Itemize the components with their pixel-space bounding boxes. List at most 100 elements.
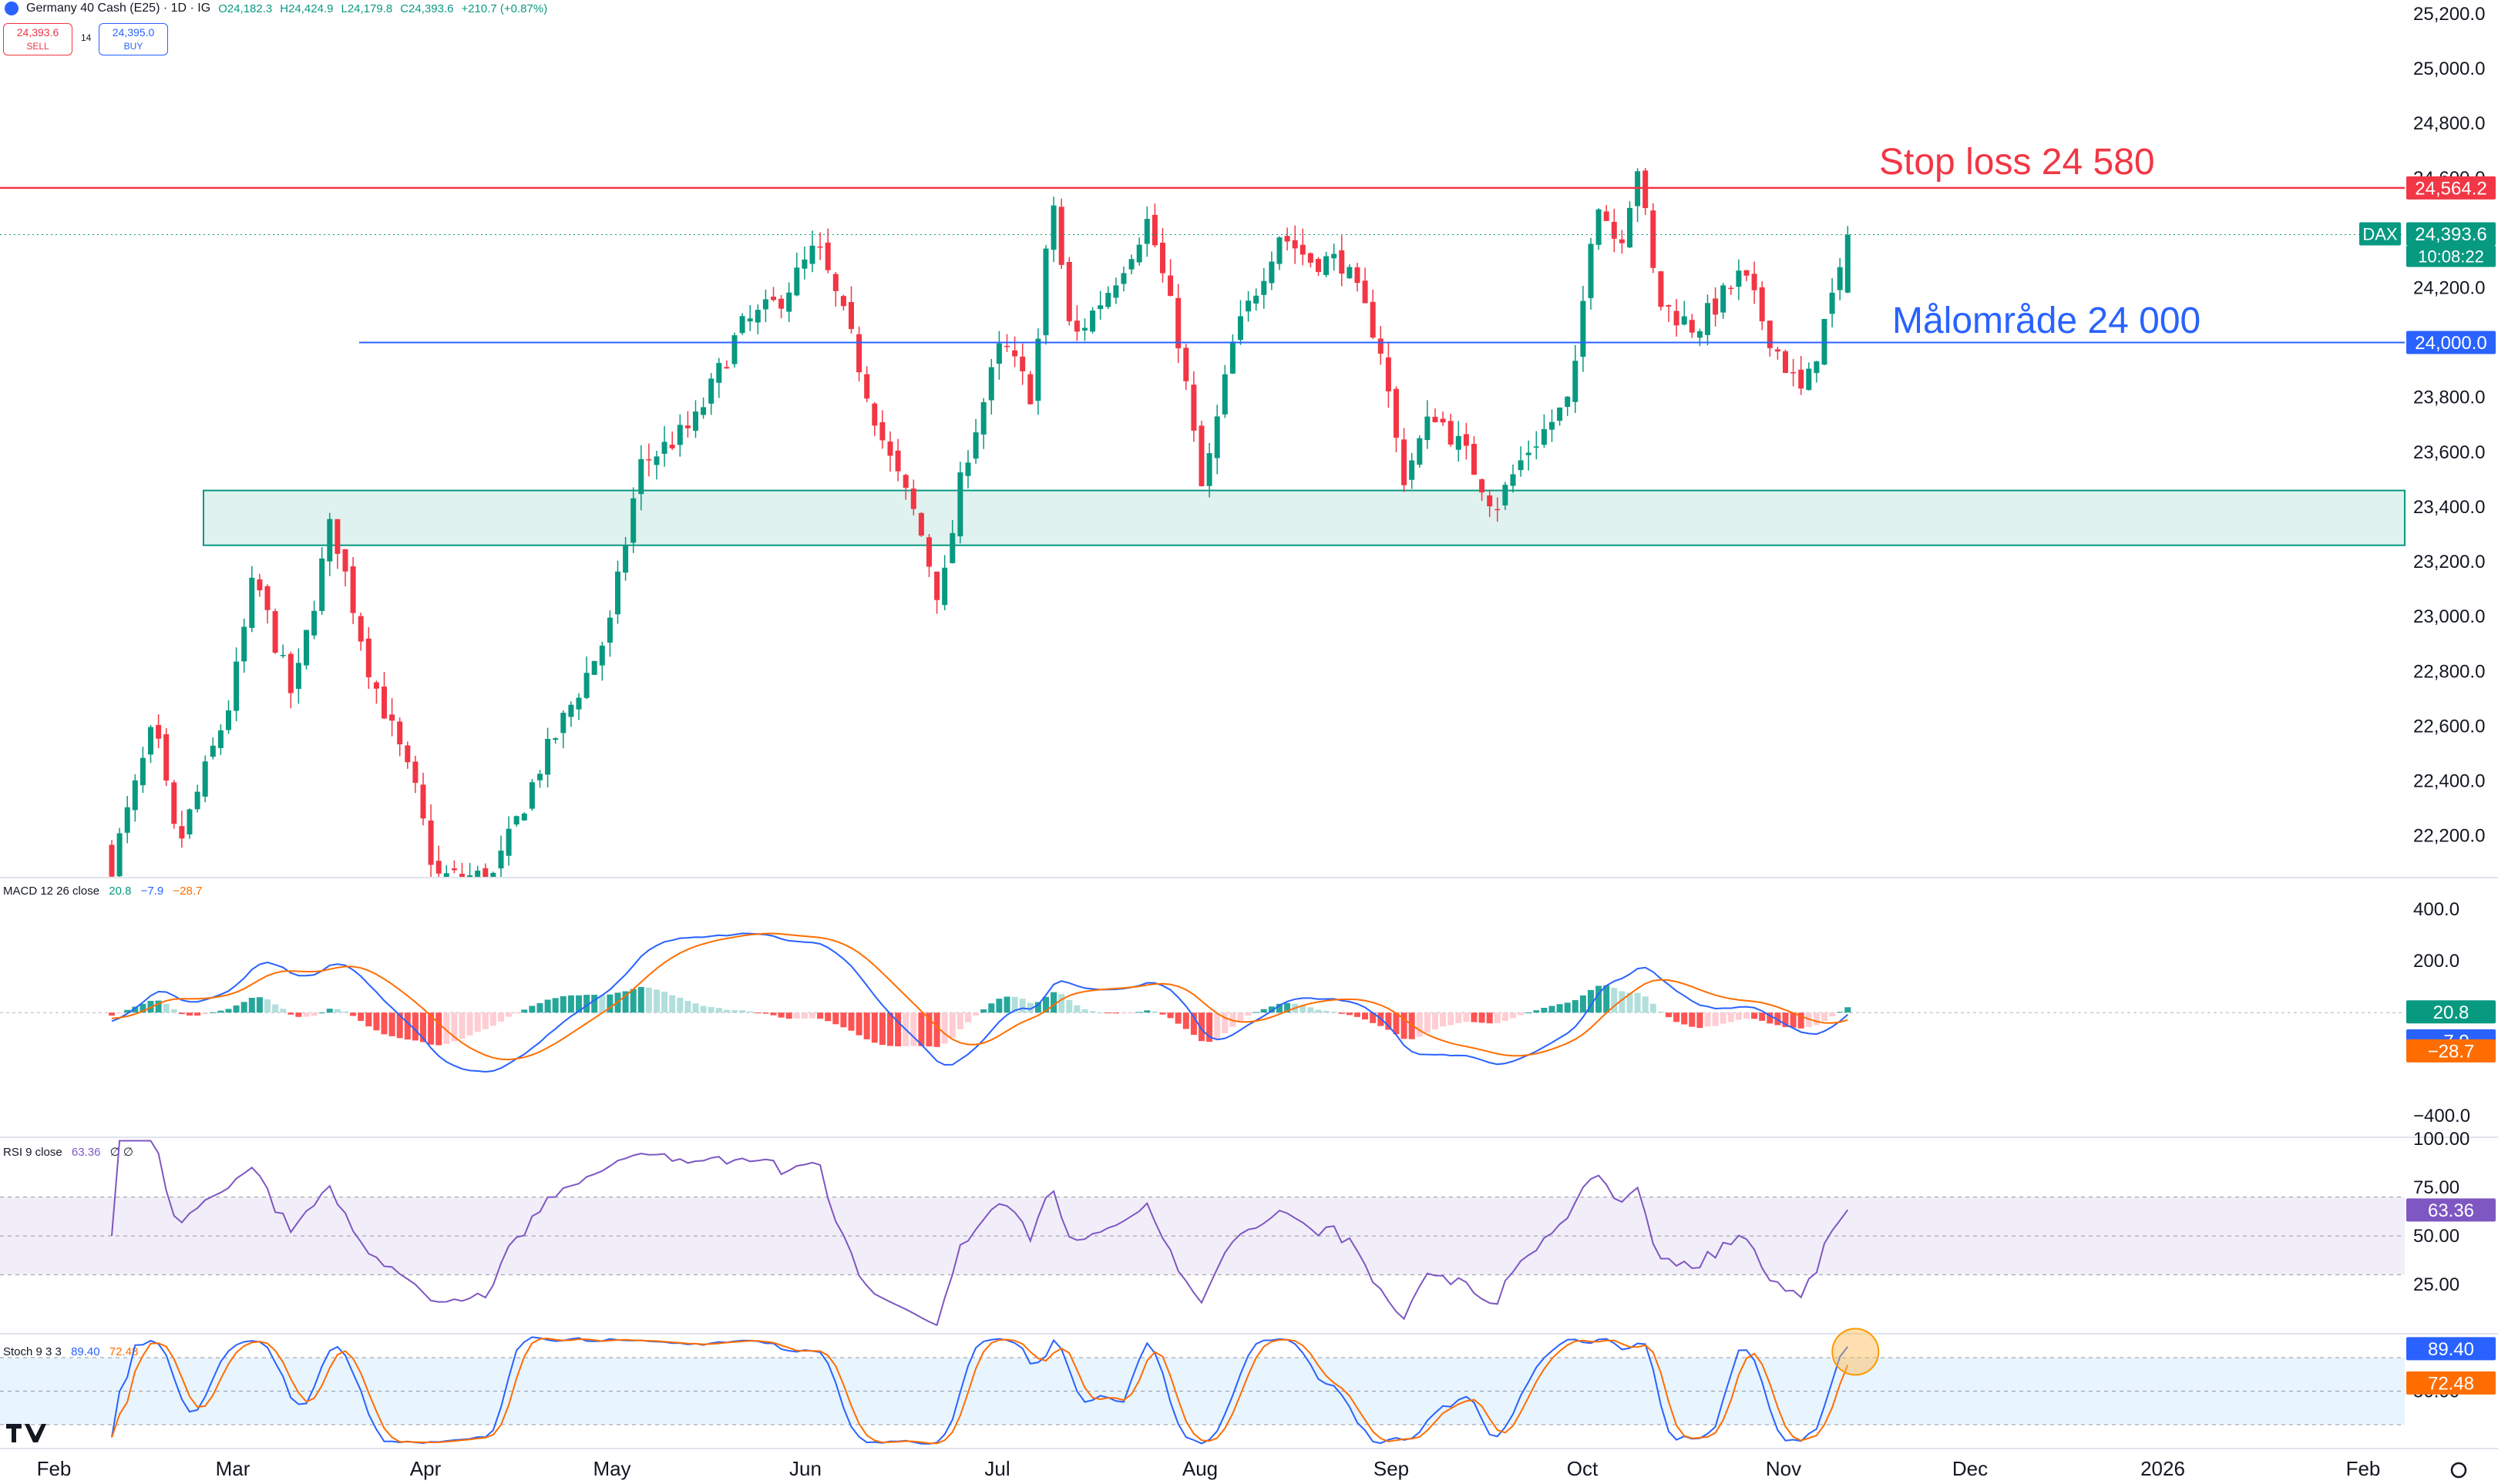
macd-legend[interactable]: MACD 12 26 close 20.8 −7.9 −28.7 xyxy=(3,885,202,898)
macd-hist-bar xyxy=(1478,1012,1485,1023)
candle-body xyxy=(926,537,932,567)
macd-hist-bar xyxy=(1315,1009,1322,1013)
time-axis-label: Feb xyxy=(2346,1457,2381,1480)
candle-body xyxy=(1774,349,1780,352)
candle-body xyxy=(825,242,831,270)
candle-body xyxy=(124,807,130,833)
macd-signal-badge: −28.7 xyxy=(2428,1041,2475,1062)
candle-body xyxy=(1284,236,1290,242)
macd-hist-bar xyxy=(1144,1010,1151,1013)
macd-hist-bar xyxy=(926,1012,933,1047)
candle-body xyxy=(545,738,551,775)
candle-body xyxy=(1183,347,1189,381)
macd-hist-bar xyxy=(1362,1012,1369,1020)
candle-body xyxy=(1409,460,1415,480)
macd-hist-bar xyxy=(1432,1012,1438,1029)
candle-body xyxy=(498,850,504,868)
candle-body xyxy=(202,761,208,797)
candle-body xyxy=(1533,446,1539,448)
macd-hist-bar xyxy=(1447,1012,1454,1026)
buy-price: 24,395.0 xyxy=(112,26,155,39)
macd-hist-bar xyxy=(770,1012,777,1016)
candle-body xyxy=(382,687,387,719)
candle-body xyxy=(1105,293,1111,307)
macd-hist-bar xyxy=(1081,1009,1088,1013)
ohlc-close: C24,393.6 xyxy=(400,2,454,15)
macd-hist-bar xyxy=(1182,1012,1189,1029)
macd-hist-bar xyxy=(1190,1012,1197,1036)
macd-hist-bar xyxy=(599,995,606,1013)
macd-hist-bar xyxy=(1323,1010,1330,1013)
candles-group xyxy=(109,168,1851,877)
candle-body xyxy=(677,425,683,445)
candle-body xyxy=(1058,206,1064,265)
symbol-badge: DAX xyxy=(2362,224,2398,243)
candle-body xyxy=(980,402,987,435)
macd-hist-bar xyxy=(498,1012,504,1022)
candle-body xyxy=(116,833,123,877)
stoch-d-badge-bg xyxy=(2406,1371,2496,1395)
candle-body xyxy=(591,660,597,675)
candle-body xyxy=(187,809,193,834)
candle-body xyxy=(1487,495,1493,507)
macd-hist-bar xyxy=(980,1009,987,1013)
candle-body xyxy=(856,334,862,373)
macd-hist-bar xyxy=(793,1012,800,1019)
ohlc-high: H24,424.9 xyxy=(280,2,334,15)
candle-body xyxy=(1541,428,1547,445)
macd-hist-bar xyxy=(1019,999,1026,1013)
candle-body xyxy=(1090,310,1096,332)
buy-button[interactable]: 24,395.0 BUY xyxy=(99,23,168,55)
stoch-legend[interactable]: Stoch 9 3 3 89.40 72.48 xyxy=(3,1345,138,1358)
macd-hist-bar xyxy=(513,1012,520,1014)
macd-hist-bar xyxy=(1400,1012,1407,1039)
macd-hist-bar xyxy=(583,995,590,1013)
candle-body xyxy=(747,318,753,322)
candle-body xyxy=(1447,421,1454,445)
candle-body xyxy=(817,246,823,248)
macd-hist-bar xyxy=(1735,1012,1742,1020)
macd-hist-bar xyxy=(1595,985,1602,1013)
rsi-legend[interactable]: RSI 9 close 63.36 ∅ ∅ xyxy=(3,1145,133,1159)
macd-hist-bar xyxy=(1704,1012,1711,1027)
candle-body xyxy=(887,442,893,456)
stoch-k-badge-bg xyxy=(2406,1337,2496,1361)
time-axis-label: Apr xyxy=(410,1457,442,1480)
candle-body xyxy=(1510,474,1516,486)
time-axis-label: Aug xyxy=(1182,1457,1218,1480)
candle-body xyxy=(529,782,535,809)
time-axis-label: Oct xyxy=(1567,1457,1599,1480)
macd-hist-bar xyxy=(723,1009,730,1013)
macd-hist-bar xyxy=(1252,1012,1259,1013)
candle-body xyxy=(1175,297,1182,349)
candle-body xyxy=(327,519,333,562)
macd-hist-bar xyxy=(1440,1012,1447,1027)
candle-body xyxy=(428,820,434,865)
candle-body xyxy=(405,745,411,763)
macd-hist-bar xyxy=(809,1012,815,1019)
candle-body xyxy=(1580,300,1586,358)
macd-hist-bar xyxy=(358,1012,365,1021)
candle-body xyxy=(802,259,808,269)
candle-body xyxy=(1121,273,1127,284)
price-tick-label: 22,600.0 xyxy=(2413,716,2485,737)
macd-hist-bar xyxy=(155,1000,162,1013)
candle-body xyxy=(840,296,846,307)
candle-body xyxy=(1206,453,1212,486)
symbol-title[interactable]: Germany 40 Cash (E25) · 1D · IG xyxy=(26,2,211,15)
macd-hist-bar xyxy=(1712,1012,1719,1026)
candle-body xyxy=(1043,248,1049,336)
candle-body xyxy=(973,432,979,459)
macd-hist-bar xyxy=(848,1012,855,1031)
candle-body xyxy=(1323,256,1330,275)
macd-hist-bar xyxy=(692,1003,699,1013)
macd-hist-bar xyxy=(1821,1012,1827,1021)
sell-button[interactable]: 24,393.6 SELL xyxy=(3,23,72,55)
candle-body xyxy=(1673,311,1679,326)
candle-body xyxy=(786,292,792,312)
stop-price-badge: 24,564.2 xyxy=(2415,179,2486,200)
candle-body xyxy=(1160,242,1165,274)
macd-hist-bar xyxy=(240,1002,247,1013)
candle-body xyxy=(311,610,318,636)
